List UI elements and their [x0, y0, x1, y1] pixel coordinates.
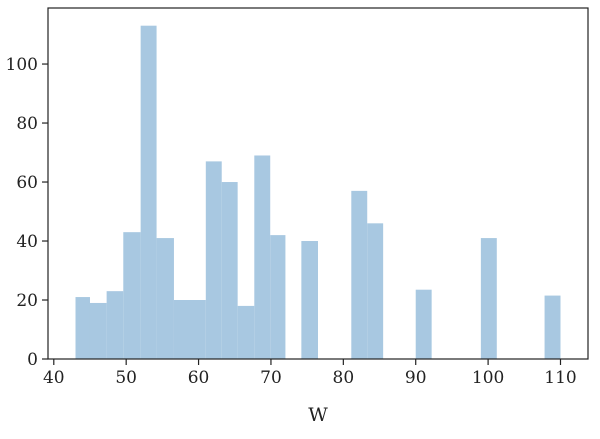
histogram-bar-15 — [367, 223, 384, 359]
x-tick-label: 50 — [115, 368, 137, 388]
histogram-bar-8 — [205, 161, 222, 359]
x-axis-label: W — [308, 404, 328, 426]
histogram-bar-9 — [221, 182, 238, 359]
histogram-bar-4 — [123, 232, 141, 359]
plot-frame — [47, 7, 589, 360]
y-tick-label: 20 — [16, 291, 38, 311]
histogram-bar-1 — [75, 297, 90, 359]
x-tick-label: 110 — [544, 368, 576, 388]
histogram-bar-6 — [156, 238, 174, 359]
histogram-bar-7 — [173, 300, 206, 359]
bars-group — [75, 25, 561, 359]
y-tick-label: 60 — [16, 173, 38, 193]
histogram-bar-13 — [301, 241, 318, 359]
x-tick-label: 100 — [472, 368, 504, 388]
y-tick-label: 0 — [27, 350, 38, 370]
x-axis-ticks: 40 50 60 70 80 90 100 110 — [43, 359, 577, 388]
histogram-bar-18 — [544, 295, 561, 359]
histogram-bar-5 — [140, 25, 157, 359]
histogram-bar-10 — [237, 305, 255, 359]
y-tick-label: 100 — [6, 55, 38, 75]
x-tick-label: 80 — [333, 368, 355, 388]
histogram-bar-11 — [254, 155, 271, 359]
y-tick-label: 40 — [16, 232, 38, 252]
histogram-bar-12 — [270, 235, 286, 359]
histogram-bar-17 — [480, 238, 497, 359]
histogram-bar-2 — [89, 302, 107, 359]
x-tick-label: 70 — [260, 368, 282, 388]
x-tick-label: 60 — [188, 368, 210, 388]
histogram-bar-16 — [415, 289, 432, 359]
histogram-bar-3 — [106, 291, 124, 359]
x-tick-label: 90 — [405, 368, 427, 388]
y-tick-label: 80 — [16, 114, 38, 134]
x-tick-label: 40 — [43, 368, 65, 388]
histogram-bar-14 — [351, 190, 368, 359]
y-axis-ticks: 0 20 40 60 80 100 — [6, 55, 48, 370]
